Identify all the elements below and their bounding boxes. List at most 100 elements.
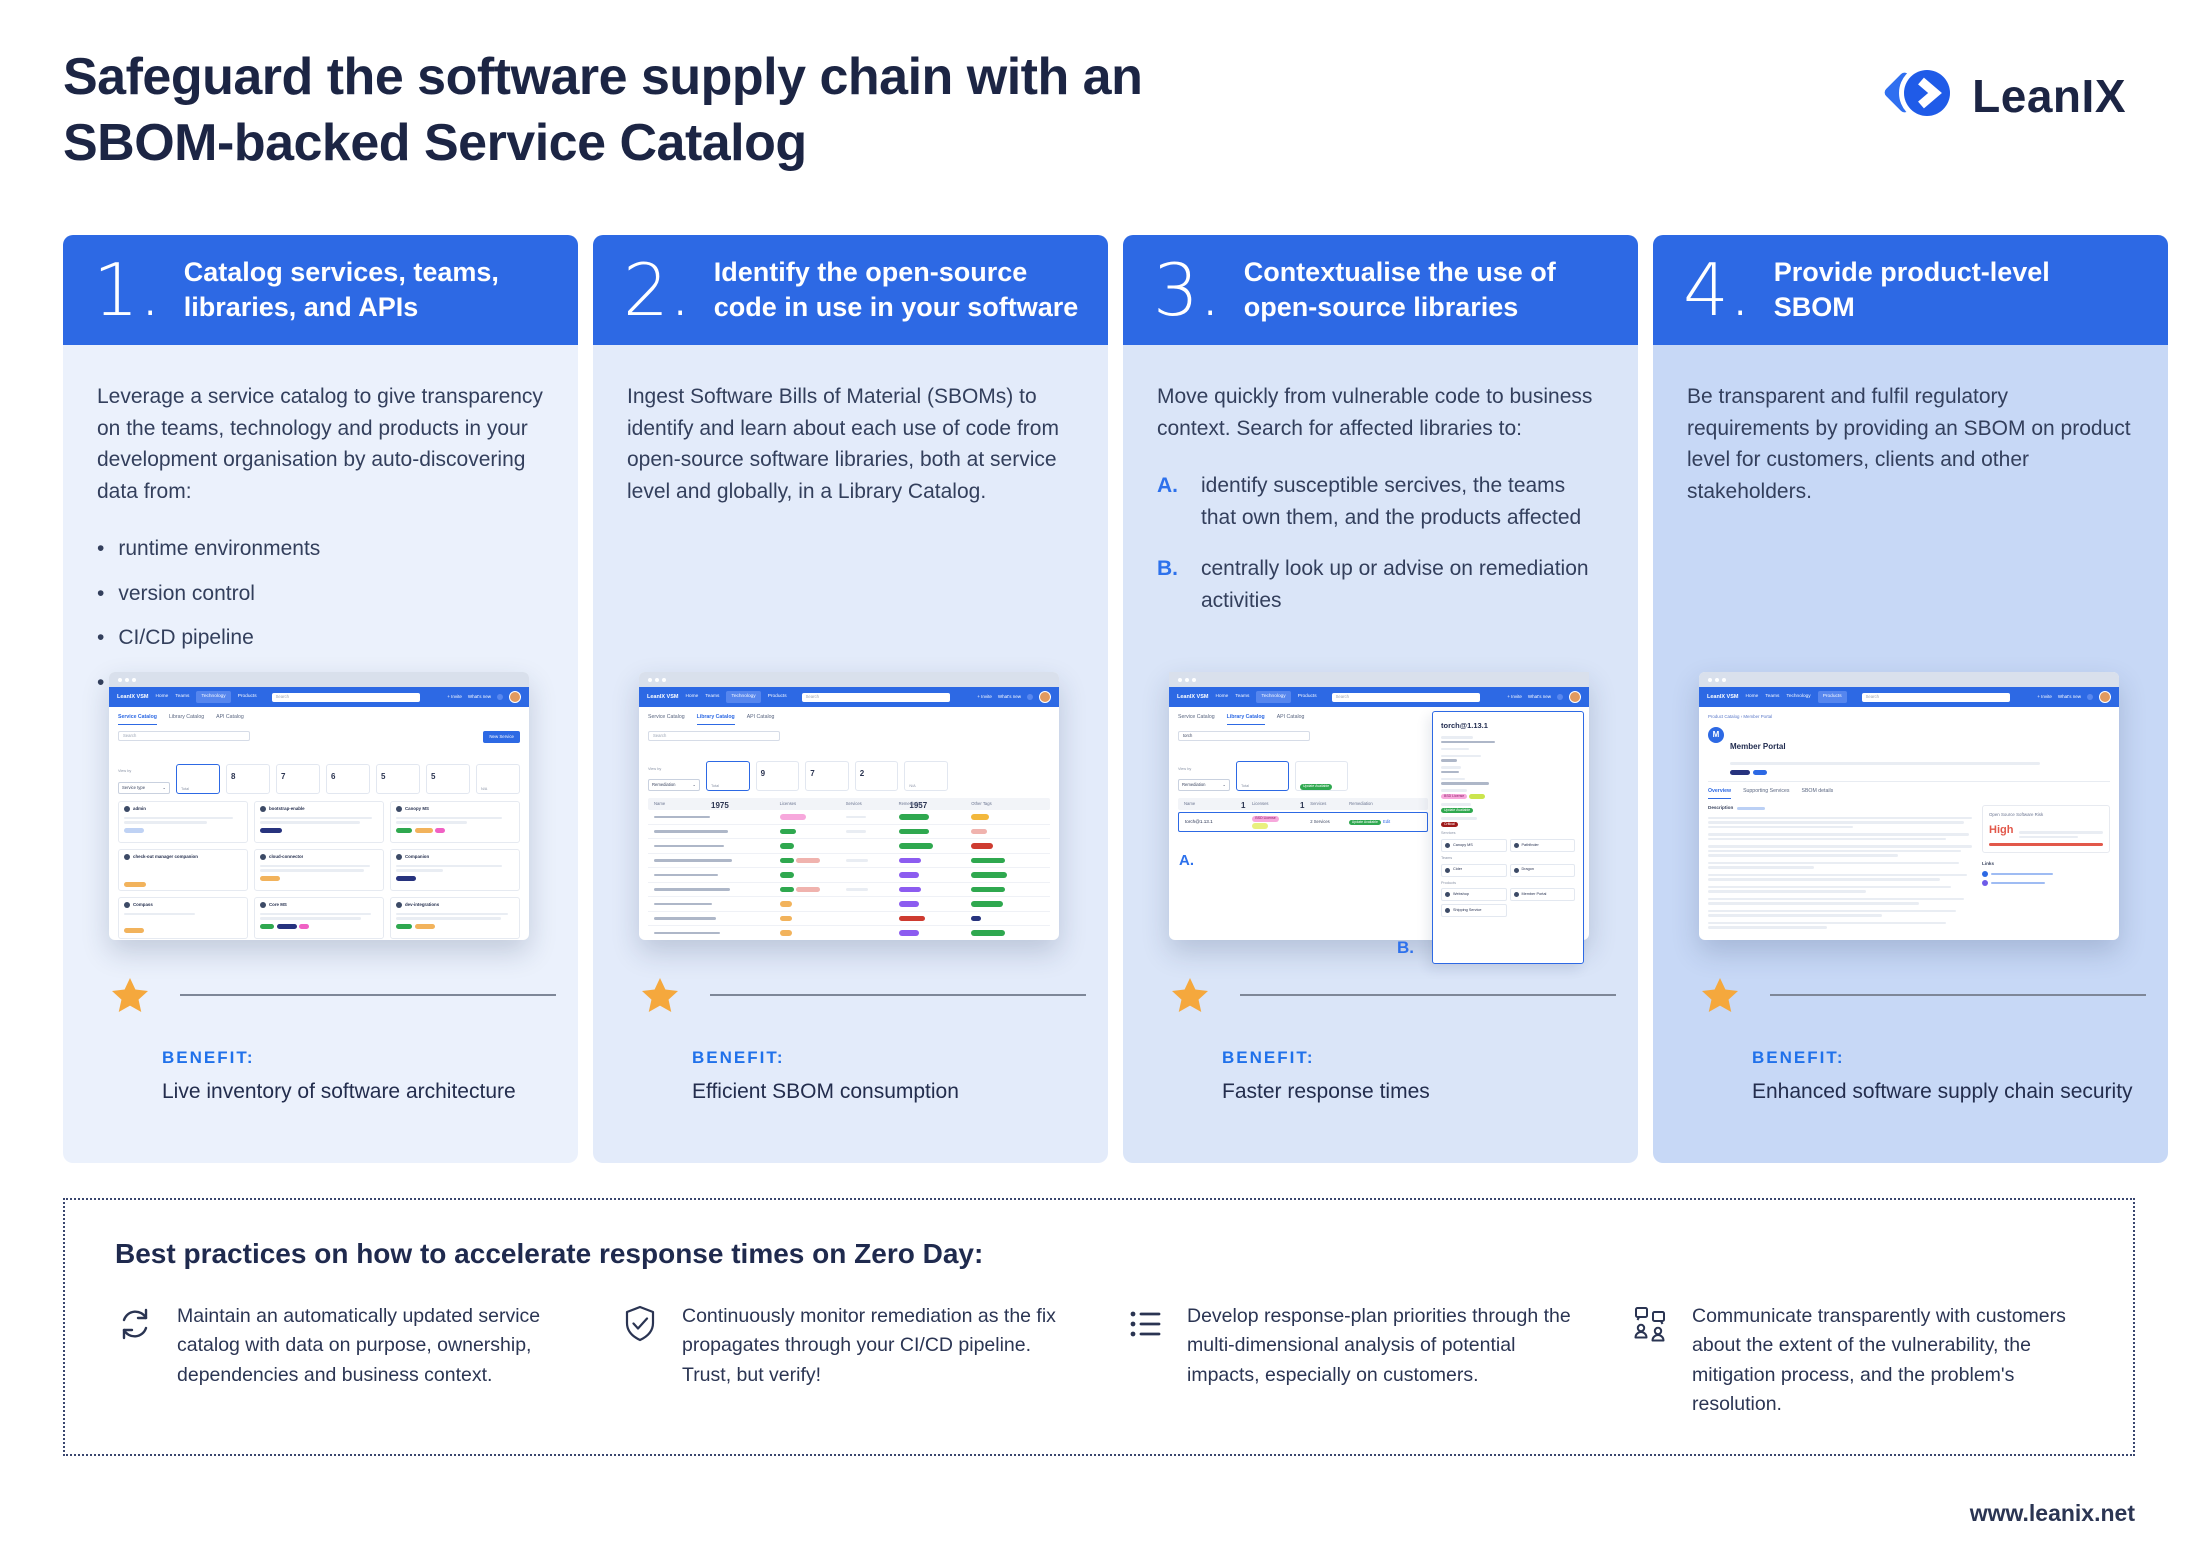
- view-by-select: View by Remediation ⌄: [648, 748, 700, 792]
- table-row: [648, 825, 1050, 840]
- step-paragraph: Move quickly from vulnerable code to bus…: [1157, 385, 1593, 440]
- nav-right: + Invite What's new: [977, 691, 1051, 703]
- window-content: Service Catalog Library Catalog API Cata…: [1169, 707, 1589, 964]
- avatar: [509, 691, 521, 703]
- step-title: Catalog services, teams, libraries, and …: [183, 256, 499, 322]
- panel-section-services: Services: [1441, 831, 1456, 836]
- step-columns: 1. Catalog services, teams, libraries, a…: [63, 235, 2168, 1163]
- best-practice-item: Maintain an automatically updated servic…: [115, 1302, 578, 1419]
- stats-row: View by Remediation ⌄ Total 1 Update Avail…: [1178, 748, 1348, 810]
- window-titlebar: [639, 672, 1059, 687]
- annotation-b: B.: [1397, 938, 1414, 957]
- item-text: identify susceptible sercives, the teams…: [1201, 474, 1582, 529]
- benefit-divider: [1702, 977, 2146, 1013]
- service-card: dev-integrations: [390, 896, 520, 939]
- service-catalog-screenshot: LeanIX VSM Home Teams Technology Product…: [109, 672, 529, 940]
- service-chip: Canopy MS: [1441, 838, 1507, 852]
- divider-line: [1240, 994, 1616, 996]
- product-avatar: M: [1708, 726, 1724, 743]
- best-practice-text: Communicate transparently with customers…: [1692, 1305, 2066, 1415]
- nav-item: Teams: [1235, 694, 1250, 700]
- avatar: [2099, 691, 2111, 703]
- lettered-item: B. centrally look up or advise on remedia…: [1157, 553, 1604, 616]
- step-title: Contextualise the use of open-source lib…: [1243, 256, 1556, 322]
- divider-line: [710, 994, 1086, 996]
- best-practice-item: Continuously monitor remediation as the …: [620, 1302, 1083, 1419]
- benefit-text: Faster response times: [1222, 1080, 1430, 1103]
- best-practice-item: Develop response-plan priorities through…: [1125, 1302, 1588, 1419]
- table-row: [648, 868, 1050, 883]
- bullet-item: • CI/CD pipeline: [97, 622, 544, 654]
- nav-search: Search: [1331, 692, 1480, 702]
- nav-item-active: Technology: [726, 691, 761, 703]
- table-row: [648, 883, 1050, 898]
- table-row: [648, 926, 1050, 940]
- app-window: LeanIX VSM Home Teams Technology Product…: [1169, 672, 1589, 964]
- product-chip: Shipping Service: [1441, 904, 1507, 918]
- nav-item: Teams: [175, 694, 190, 700]
- nav-item: Products: [1297, 694, 1317, 700]
- window-titlebar: [109, 672, 529, 687]
- risk-label: Open Source Software Risk: [1989, 811, 2044, 817]
- tab-library-catalog: Library Catalog: [696, 714, 735, 725]
- panel-title: torch@1.13.1: [1441, 721, 1488, 730]
- page-title: Safeguard the software supply chain with…: [63, 48, 1143, 173]
- library-detail-panel: torch@1.13.1 BSD License Update Availabl…: [1432, 711, 1584, 964]
- stat-card: Update Available 1: [1295, 761, 1348, 810]
- stat-card: Total 1975: [706, 761, 750, 810]
- help-icon: [497, 694, 503, 700]
- product-chip: Member Portal: [1509, 888, 1575, 902]
- invite-label: + Invite: [447, 693, 462, 699]
- table-header: Name Licenses Services Remediation: [1178, 798, 1428, 811]
- nav-search: Search: [1861, 692, 2010, 702]
- tab-sbom-details: SBOM details: [1801, 788, 1834, 795]
- leanix-logo: LeanIX: [1882, 62, 2126, 129]
- bullet-item: • version control: [97, 578, 544, 610]
- lettered-list: A. identify susceptible sercives, the tea…: [1157, 470, 1604, 616]
- people-chat-icon: [1630, 1304, 1670, 1349]
- list-icon: [1125, 1304, 1165, 1349]
- step-number: 3.: [1153, 248, 1222, 332]
- torch-search-screenshot: LeanIX VSM Home Teams Technology Product…: [1169, 672, 1589, 964]
- nav-item-active: Products: [1817, 691, 1847, 703]
- step-number: 2.: [623, 248, 692, 332]
- annotation-a: A.: [1179, 852, 1194, 869]
- nav-item: Home: [1215, 694, 1229, 700]
- app-window: LeanIX VSM Home Teams Technology Product…: [109, 672, 529, 940]
- service-card: cloud-connector: [254, 848, 384, 891]
- item-text: centrally look up or advise on remediati…: [1201, 557, 1589, 612]
- link-item: [1982, 879, 2110, 886]
- tab-service-catalog: Service Catalog: [648, 714, 685, 720]
- service-card: admin: [118, 800, 248, 843]
- table-row: [648, 897, 1050, 912]
- window-content: Product Catalog › Member Portal M Member…: [1699, 707, 2119, 940]
- links-label: Links: [1982, 861, 1994, 867]
- edit-link: Edit: [1382, 819, 1391, 825]
- benefit-divider: [1172, 977, 1616, 1013]
- footer-url[interactable]: www.leanix.net: [1969, 1500, 2135, 1526]
- step-column-2: 2. Identify the open-source code in use …: [593, 235, 1108, 1163]
- tab-library-catalog: Library Catalog: [168, 714, 205, 720]
- product-title: Member Portal: [1730, 741, 1786, 751]
- stat-card: 6: [326, 763, 370, 794]
- app-navbar: LeanIX VSM Home Teams Technology Product…: [639, 687, 1059, 707]
- table-header: Name Licenses Services Remediation Other…: [648, 798, 1050, 811]
- table-row: [648, 810, 1050, 825]
- bullet-icon: •: [97, 626, 105, 649]
- item-letter: A.: [1157, 474, 1178, 497]
- risk-meter: [1989, 843, 2103, 847]
- stat-card: 7: [805, 761, 849, 792]
- step-2-header: 2. Identify the open-source code in use …: [593, 235, 1108, 345]
- stat-card: 2: [854, 761, 899, 792]
- app-window: LeanIX VSM Home Teams Technology Product…: [1699, 672, 2119, 940]
- product-description: Description: [1708, 805, 1972, 934]
- window-content: Service Catalog Library Catalog API Cata…: [109, 707, 529, 940]
- search-input: torch: [1178, 730, 1310, 741]
- benefit-label: BENEFIT:: [1222, 1048, 1315, 1067]
- best-practices-heading: Best practices on how to accelerate resp…: [115, 1238, 984, 1269]
- benefit-label: BENEFIT:: [1752, 1048, 1845, 1067]
- catalog-tabs: Service Catalog Library Catalog API Cata…: [118, 714, 520, 725]
- benefit-label: BENEFIT:: [692, 1048, 785, 1067]
- tab-supporting-services: Supporting Services: [1743, 788, 1790, 795]
